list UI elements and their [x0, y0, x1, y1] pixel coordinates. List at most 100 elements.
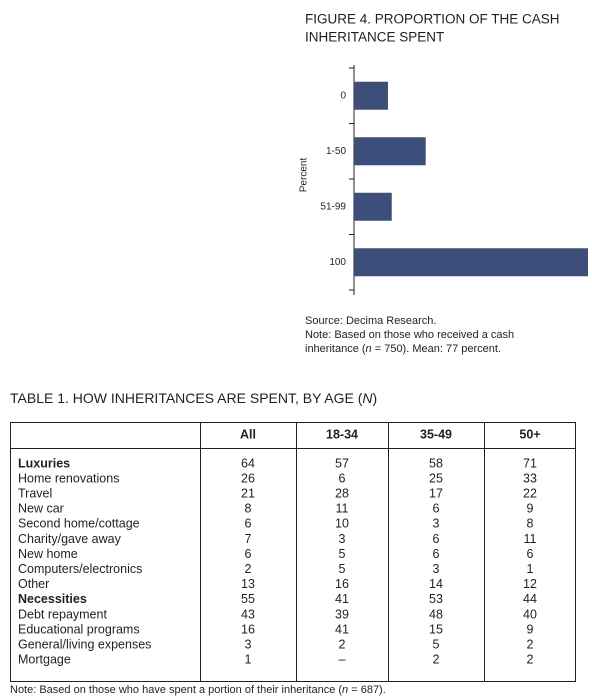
row-label: Charity/gave away: [18, 532, 122, 546]
cell: 41: [335, 622, 349, 636]
note-part: inheritance (: [305, 343, 366, 355]
note-part: Note: Based on those who have spent a po…: [10, 684, 342, 696]
cell: 8: [527, 517, 534, 531]
column-header: 50+: [519, 427, 540, 441]
cell: 13: [241, 577, 255, 591]
cell: 64: [241, 456, 255, 470]
title-part: TABLE 1. HOW INHERITANCES ARE SPENT, BY …: [10, 390, 363, 406]
bar: [354, 137, 426, 166]
cell: 41: [335, 592, 349, 606]
cell: 1: [527, 562, 534, 576]
column-header: 35-49: [420, 427, 452, 441]
cell: 58: [429, 456, 443, 470]
category-label: 51-99: [320, 201, 346, 212]
title-part: ): [373, 390, 378, 406]
cell: 53: [429, 592, 443, 606]
cell: 9: [527, 502, 534, 516]
cell: 48: [429, 607, 443, 621]
row-label: Educational programs: [18, 622, 140, 636]
cell: 12: [523, 577, 537, 591]
cell: 5: [433, 637, 440, 651]
category-label: 100: [329, 257, 346, 268]
row-label: Mortgage: [18, 653, 71, 667]
note-part: n: [366, 343, 372, 355]
cell: 17: [429, 486, 443, 500]
category-label: 0: [340, 90, 346, 101]
cell: 6: [433, 532, 440, 546]
cell: 39: [335, 607, 349, 621]
row-label: Computers/electronics: [18, 562, 142, 576]
note-part: = 750). Mean: 77 percent.: [372, 343, 501, 355]
cell: 11: [336, 502, 349, 516]
cell: 6: [433, 502, 440, 516]
bar: [354, 192, 392, 221]
category-label: 1-50: [326, 146, 346, 157]
row-label: New home: [18, 547, 78, 561]
cell: 22: [523, 486, 537, 500]
cell: –: [339, 653, 346, 667]
cell: 26: [241, 471, 255, 485]
title-part: N: [362, 390, 373, 406]
row-label: New car: [18, 502, 64, 516]
note-part: n: [342, 684, 348, 696]
cell: 6: [339, 471, 346, 485]
cell: 43: [241, 607, 255, 621]
cell: 2: [527, 653, 534, 667]
note-part: = 687).: [348, 684, 386, 696]
source: Source: Decima Research.: [305, 315, 436, 327]
cell: 6: [527, 547, 534, 561]
cell: 3: [433, 562, 440, 576]
cell: 1: [245, 653, 252, 667]
cell: 16: [335, 577, 349, 591]
column-header: All: [240, 427, 256, 441]
row-label: Second home/cottage: [18, 517, 140, 531]
cell: 44: [523, 592, 537, 606]
cell: 3: [433, 517, 440, 531]
cell: 6: [433, 547, 440, 561]
cell: 71: [523, 456, 537, 470]
cell: 7: [245, 532, 252, 546]
cell: 2: [433, 653, 440, 667]
cell: 5: [339, 562, 346, 576]
cell: 11: [524, 532, 537, 546]
cell: 2: [339, 637, 346, 651]
table-border: [10, 422, 576, 682]
cell: 8: [245, 502, 252, 516]
bar: [354, 81, 388, 110]
cell: 25: [429, 471, 443, 485]
cell: 15: [429, 622, 443, 636]
row-label: General/living expenses: [18, 637, 151, 651]
table-title: TABLE 1. HOW INHERITANCES ARE SPENT, BY …: [10, 390, 377, 406]
row-label: Travel: [18, 486, 52, 500]
note: inheritance (n = 750). Mean: 77 percent.: [305, 343, 501, 355]
note: Note: Based on those who received a cash: [305, 329, 514, 341]
row-label: Debt repayment: [18, 607, 107, 621]
cell: 2: [527, 637, 534, 651]
cell: 9: [527, 622, 534, 636]
row-label: Luxuries: [18, 456, 70, 470]
table-note: Note: Based on those who have spent a po…: [10, 684, 386, 696]
cell: 3: [339, 532, 346, 546]
cell: 40: [523, 607, 537, 621]
figure-title: INHERITANCE SPENT: [305, 30, 444, 45]
cell: 6: [245, 517, 252, 531]
cell: 16: [241, 622, 255, 636]
row-label: Necessities: [18, 592, 87, 606]
cell: 14: [429, 577, 443, 591]
bar: [354, 248, 588, 277]
cell: 28: [335, 486, 349, 500]
cell: 2: [245, 562, 252, 576]
cell: 55: [241, 592, 255, 606]
cell: 21: [241, 486, 255, 500]
column-rules: [200, 422, 485, 682]
cell: 57: [335, 456, 349, 470]
row-label: Home renovations: [18, 471, 119, 485]
cell: 33: [523, 471, 537, 485]
cell: 10: [335, 517, 349, 531]
cell: 3: [245, 637, 252, 651]
row-label: Other: [18, 577, 49, 591]
figure-title: FIGURE 4. PROPORTION OF THE CASH: [305, 12, 560, 27]
y-axis-label: Percent: [299, 158, 310, 193]
column-header: 18-34: [326, 427, 358, 441]
